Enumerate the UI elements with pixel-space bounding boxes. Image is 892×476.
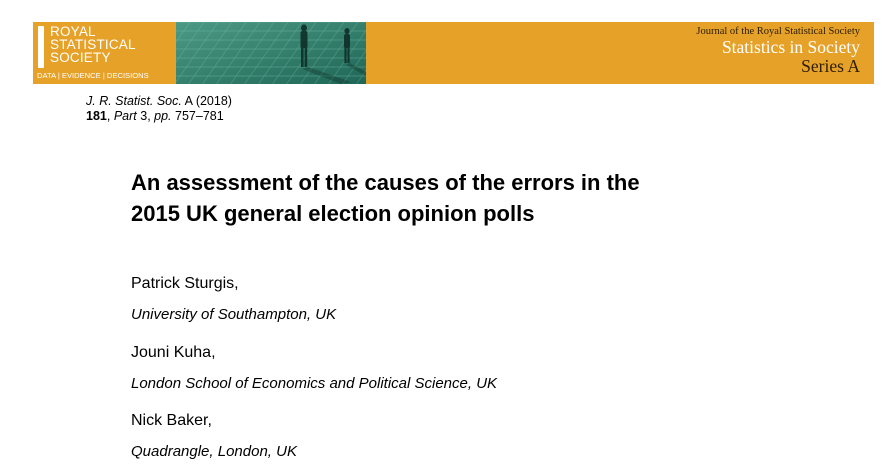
rss-logo: ROYAL STATISTICAL SOCIETY DATA | EVIDENC… (33, 22, 176, 84)
author-affiliation: London School of Economics and Political… (131, 375, 498, 392)
author-affiliation: Quadrangle, London, UK (131, 443, 297, 460)
logo-line-statistical: STATISTICAL (50, 37, 136, 52)
logo-bar-icon (38, 26, 44, 68)
series-letter: A (184, 94, 193, 108)
journal-name: Statistics in Society (721, 37, 860, 57)
year: (2018) (195, 94, 232, 108)
paper-title: An assessment of the causes of the error… (131, 167, 771, 229)
logo-tagline: DATA | EVIDENCE | DECISIONS (37, 71, 149, 80)
pages: 757–781 (175, 109, 224, 123)
author-affiliation: University of Southampton, UK (131, 306, 337, 323)
journal-series: Series A (801, 56, 860, 76)
journal-full-name: Journal of the Royal Statistical Society (696, 26, 860, 37)
banner-photo (176, 22, 366, 84)
journal-banner: ROYAL STATISTICAL SOCIETY DATA | EVIDENC… (33, 22, 874, 84)
author-name: Patrick Sturgis, (131, 275, 239, 292)
citation: J. R. Statist. Soc. A (2018) 181, Part 3… (86, 94, 232, 124)
author-name: Nick Baker, (131, 412, 212, 429)
part-number: 3 (140, 109, 148, 123)
citation-line-1: J. R. Statist. Soc. A (2018) (86, 94, 232, 109)
author-name: Jouni Kuha, (131, 344, 216, 361)
journal-abbrev: J. R. Statist. Soc. (86, 94, 182, 108)
journal-title-block: Journal of the Royal Statistical Society… (696, 25, 860, 76)
title-line-2: 2015 UK general election opinion polls (131, 201, 535, 226)
logo-line-society: SOCIETY (50, 50, 111, 65)
volume: 181 (86, 109, 107, 123)
part-label: Part (113, 109, 137, 123)
citation-line-2: 181, Part 3, pp. 757–781 (86, 109, 224, 123)
logo-line-royal: ROYAL (50, 24, 96, 39)
title-line-1: An assessment of the causes of the error… (131, 170, 640, 195)
pages-label: pp. (154, 109, 172, 123)
